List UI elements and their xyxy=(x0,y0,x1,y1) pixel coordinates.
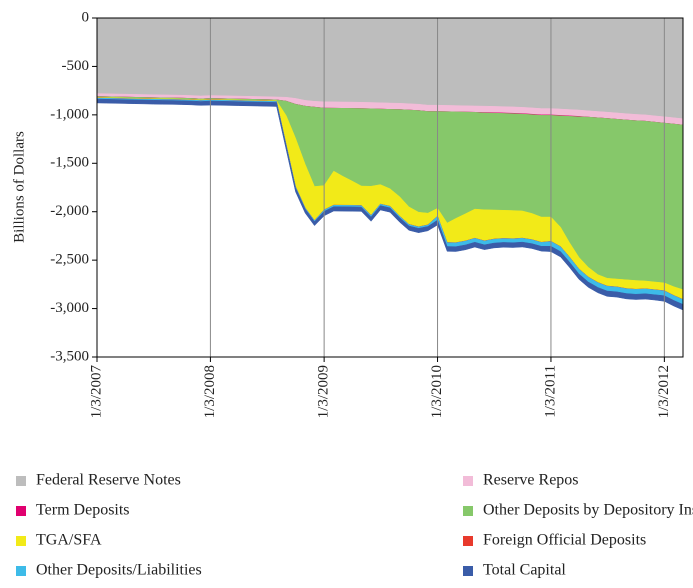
legend-swatch xyxy=(463,476,473,486)
legend-label: TGA/SFA xyxy=(36,532,102,549)
y-tick-label: -3,500 xyxy=(50,348,89,364)
y-tick-label: -2,000 xyxy=(50,203,89,219)
legend-swatch xyxy=(16,566,26,576)
y-axis-label: Billions of Dollars xyxy=(11,131,27,243)
legend-label: Reserve Repos xyxy=(483,472,579,489)
legend-swatch xyxy=(16,506,26,516)
x-tick-label: 1/3/2008 xyxy=(202,365,218,418)
legend-swatch xyxy=(463,536,473,546)
legend-swatch xyxy=(16,476,26,486)
plot xyxy=(96,17,684,311)
legend-swatch xyxy=(16,536,26,546)
legend-label: Other Deposits/Liabilities xyxy=(36,562,202,579)
x-tick-label: 1/3/2007 xyxy=(88,365,104,419)
y-tick-label: -1,500 xyxy=(50,155,89,171)
legend-label: Foreign Official Deposits xyxy=(483,532,646,549)
x-tick-label: 1/3/2012 xyxy=(656,365,672,418)
y-tick-label: -500 xyxy=(62,58,90,74)
y-tick-label: -2,500 xyxy=(50,252,89,268)
y-tick-label: -1,000 xyxy=(50,106,89,122)
y-tick-label: 0 xyxy=(82,9,90,25)
legend-swatch xyxy=(463,566,473,576)
legend-label: Federal Reserve Notes xyxy=(36,472,181,489)
legend-label: Total Capital xyxy=(483,562,566,579)
x-tick-label: 1/3/2010 xyxy=(429,365,445,418)
legend-swatch xyxy=(463,506,473,516)
legend-label: Term Deposits xyxy=(36,502,130,519)
x-tick-label: 1/3/2009 xyxy=(316,365,332,418)
y-tick-label: -3,000 xyxy=(50,300,89,316)
x-tick-label: 1/3/2011 xyxy=(542,365,558,418)
plot-frame xyxy=(96,17,684,358)
legend-label: Other Deposits by Depository Institution… xyxy=(483,502,693,519)
